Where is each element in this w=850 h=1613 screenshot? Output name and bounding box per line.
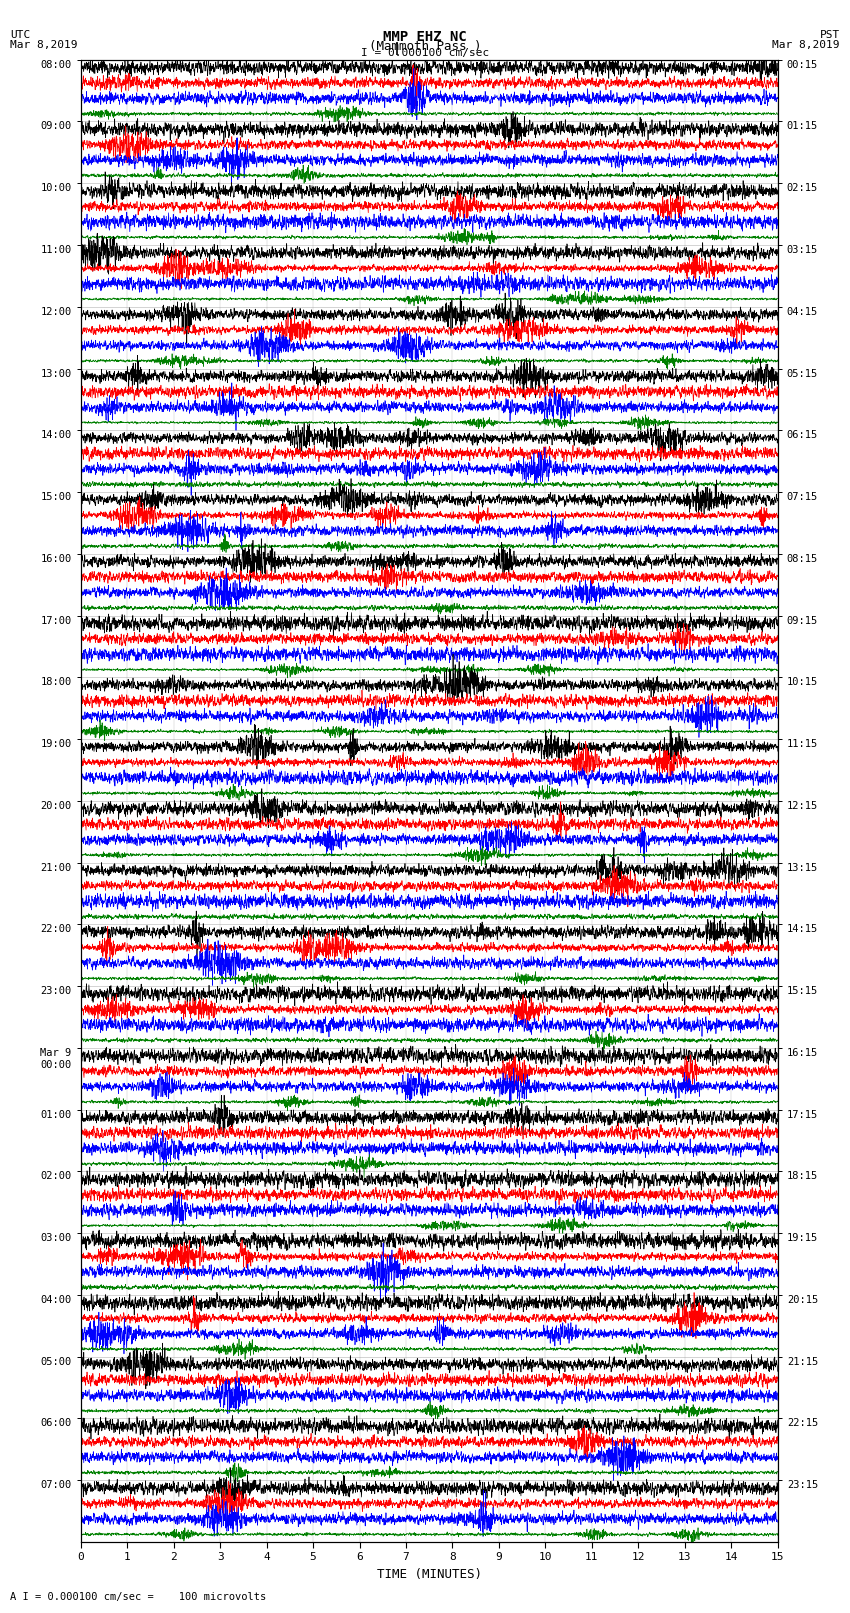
Text: Mar 8,2019: Mar 8,2019 bbox=[773, 39, 840, 50]
Text: (Mammoth Pass ): (Mammoth Pass ) bbox=[369, 39, 481, 53]
X-axis label: TIME (MINUTES): TIME (MINUTES) bbox=[377, 1568, 482, 1581]
Text: MMP EHZ NC: MMP EHZ NC bbox=[383, 31, 467, 44]
Text: I = 0.000100 cm/sec: I = 0.000100 cm/sec bbox=[361, 48, 489, 58]
Text: PST: PST bbox=[819, 31, 840, 40]
Text: Mar 8,2019: Mar 8,2019 bbox=[10, 39, 77, 50]
Text: UTC: UTC bbox=[10, 31, 31, 40]
Text: A I = 0.000100 cm/sec =    100 microvolts: A I = 0.000100 cm/sec = 100 microvolts bbox=[10, 1592, 266, 1602]
